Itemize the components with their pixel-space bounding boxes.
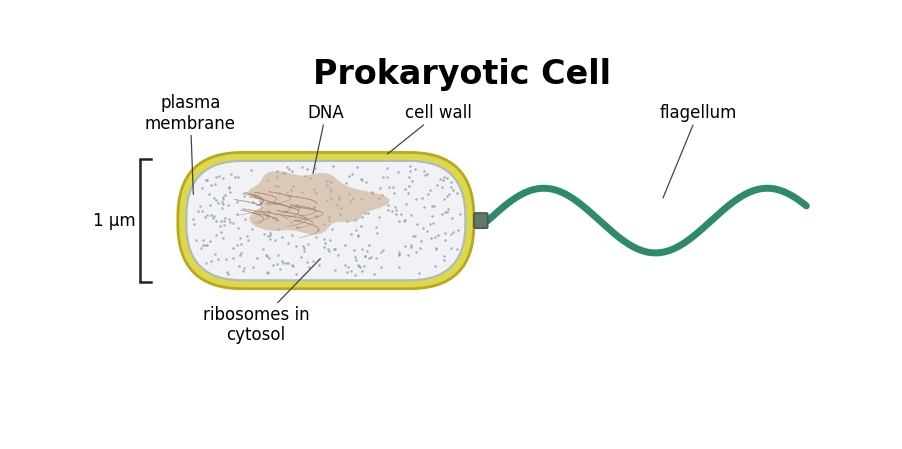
Text: Prokaryotic Cell: Prokaryotic Cell	[313, 58, 612, 91]
Text: plasma
membrane: plasma membrane	[144, 94, 235, 194]
Text: cell wall: cell wall	[387, 104, 472, 154]
Text: DNA: DNA	[308, 104, 345, 173]
Text: ribosomes in
cytosol: ribosomes in cytosol	[203, 259, 320, 344]
Polygon shape	[249, 171, 390, 235]
Text: 1 μm: 1 μm	[93, 211, 135, 229]
FancyBboxPatch shape	[474, 213, 488, 228]
FancyBboxPatch shape	[178, 153, 474, 289]
Text: flagellum: flagellum	[659, 104, 737, 198]
FancyBboxPatch shape	[187, 161, 465, 280]
